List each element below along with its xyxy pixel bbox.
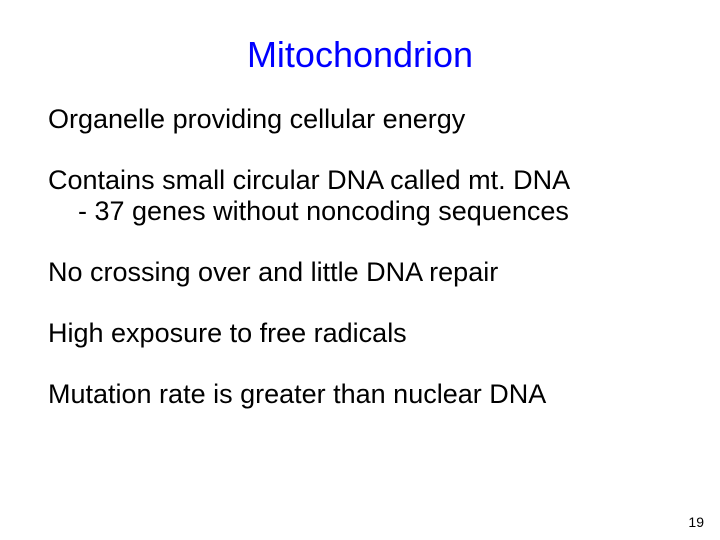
paragraph-2: Contains small circular DNA called mt. D… xyxy=(48,165,672,227)
slide-container: Mitochondrion Organelle providing cellul… xyxy=(0,0,720,540)
paragraph-1-line-1: Organelle providing cellular energy xyxy=(48,104,672,135)
paragraph-3: No crossing over and little DNA repair xyxy=(48,257,672,288)
slide-title: Mitochondrion xyxy=(48,34,672,76)
slide-body: Organelle providing cellular energy Cont… xyxy=(48,104,672,410)
paragraph-1: Organelle providing cellular energy xyxy=(48,104,672,135)
paragraph-3-line-1: No crossing over and little DNA repair xyxy=(48,257,672,288)
paragraph-4-line-1: High exposure to free radicals xyxy=(48,318,672,349)
page-number: 19 xyxy=(688,514,704,530)
paragraph-2-line-1: Contains small circular DNA called mt. D… xyxy=(48,165,672,196)
paragraph-5: Mutation rate is greater than nuclear DN… xyxy=(48,379,672,410)
paragraph-4: High exposure to free radicals xyxy=(48,318,672,349)
paragraph-2-line-2: - 37 genes without noncoding sequences xyxy=(48,196,672,227)
paragraph-5-line-1: Mutation rate is greater than nuclear DN… xyxy=(48,379,672,410)
